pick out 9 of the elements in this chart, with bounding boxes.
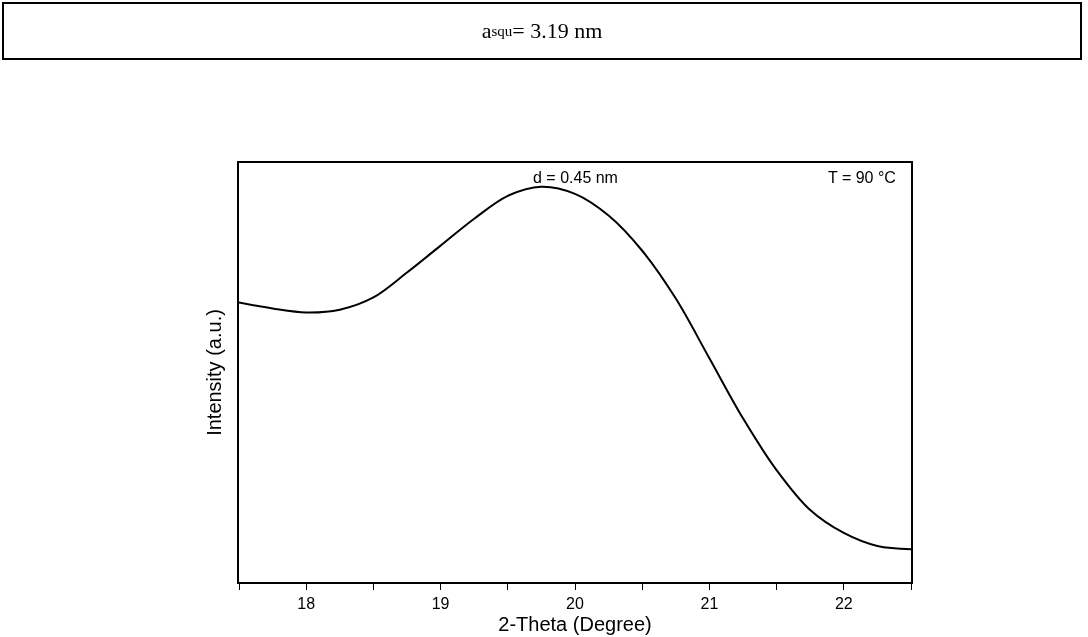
x-tick-label: 21 xyxy=(700,594,719,612)
x-tick-label: 20 xyxy=(566,594,584,612)
x-axis-title: 2-Theta (Degree) xyxy=(498,612,652,635)
text: T = 90 °C xyxy=(828,169,896,186)
x-tick-label: 22 xyxy=(834,594,853,612)
x-tick-label: 18 xyxy=(297,594,316,612)
text: d = 0.45 nm xyxy=(533,169,618,186)
x-tick-label: 19 xyxy=(431,594,450,612)
y-axis-title: Intensity (a.u.) xyxy=(203,309,226,436)
